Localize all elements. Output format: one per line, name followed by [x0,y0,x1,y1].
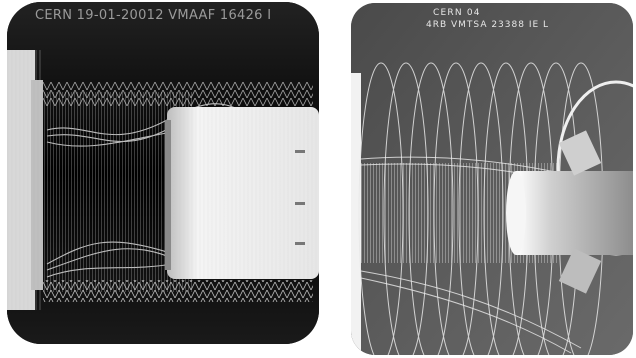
xray-left-braid-bottom [43,280,313,302]
xray-right-caption-line1: CERN 04 [433,8,481,18]
xray-left-end-ribs [7,50,43,310]
xray-left-drawing [7,2,319,344]
xray-right-caption-line2: 4RB VMTSA 23388 IE L [426,20,550,30]
xray-right-connector-fin-top [558,130,602,176]
xray-left-connector-ribs [167,107,319,279]
xray-left-braid-top [43,82,313,106]
xray-image-left: CERN 19-01-20012 VMAAF 16426 I [7,2,319,344]
xray-image-right: CERN 04 4RB VMTSA 23388 IE L [351,3,633,355]
xray-right-connector-fin-bottom [558,248,602,294]
xray-right-connector-face [506,171,526,255]
xray-right-drawing [351,3,633,355]
xray-right-connector [516,171,633,255]
xray-right-end-edge [351,73,361,355]
xray-left-caption: CERN 19-01-20012 VMAAF 16426 I [35,8,272,23]
xray-left-connector-pin-3 [295,242,305,245]
xray-left-connector-pin-1 [295,150,305,153]
xray-left-connector-edge [165,120,171,270]
xray-left-connector-pin-2 [295,202,305,205]
